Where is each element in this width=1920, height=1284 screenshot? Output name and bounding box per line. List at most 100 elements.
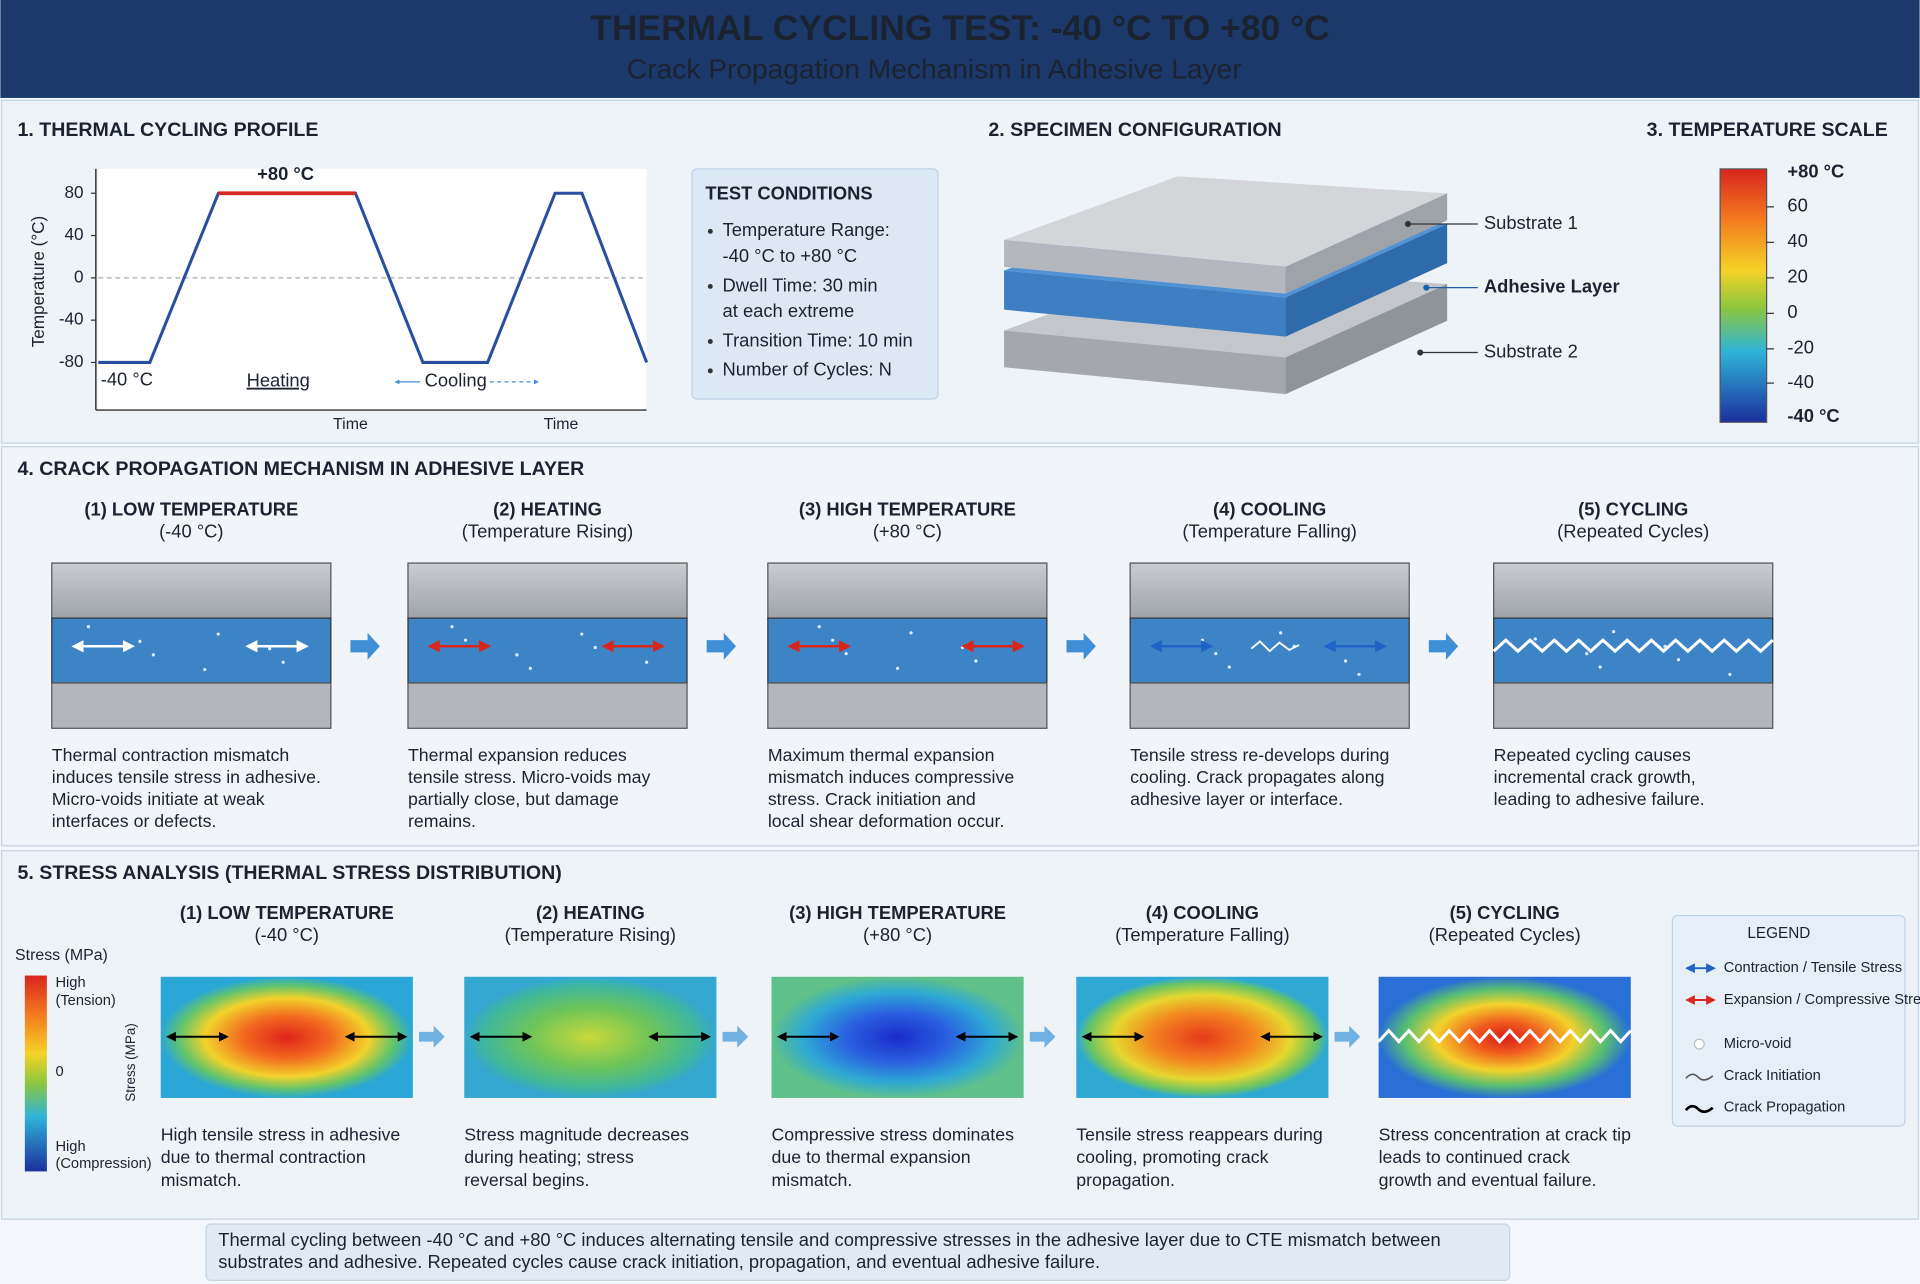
annotation: Cooling — [425, 370, 487, 391]
stage-desc: due to thermal expansion — [772, 1147, 971, 1167]
adhesive — [51, 617, 332, 684]
layer-label: Substrate 2 — [1484, 340, 1578, 361]
slab-front — [1004, 270, 1286, 337]
micro-void — [974, 659, 978, 663]
stage-subtitle: (+80 °C) — [873, 520, 942, 541]
stage-desc: mismatch. — [772, 1170, 853, 1190]
stage-subtitle: (-40 °C) — [159, 520, 223, 541]
micro-void — [86, 625, 91, 629]
stage-desc: partially close, but damage — [408, 789, 619, 809]
slab-top — [1004, 176, 1448, 267]
substrate — [407, 682, 688, 729]
colorbar-label: 0 — [55, 1064, 63, 1080]
stage-subtitle: (Temperature Rising) — [462, 520, 633, 541]
box-title: TEST CONDITIONS — [705, 182, 872, 203]
stage-desc: Maximum thermal expansion — [768, 745, 995, 765]
stage-subtitle: (+80 °C) — [863, 924, 932, 945]
x-axis-label: Time — [544, 416, 579, 433]
flow-arrow — [418, 1025, 445, 1048]
micro-void — [831, 638, 835, 642]
stage-desc: local shear deformation occur. — [768, 811, 1005, 831]
substrate — [1493, 562, 1774, 619]
section-title: 3. TEMPERATURE SCALE — [1647, 119, 1888, 141]
legend-label: Contraction / Tensile Stress — [1724, 960, 1902, 976]
slab-side — [1285, 223, 1448, 337]
stage-subtitle: (Temperature Falling) — [1182, 520, 1356, 541]
stage-title: (4) COOLING — [1146, 902, 1259, 923]
subtitle: Crack Propagation Mechanism in Adhesive … — [627, 53, 1242, 84]
micro-void — [844, 652, 848, 656]
legend-icon — [1693, 1038, 1705, 1050]
crack — [1250, 640, 1300, 653]
micro-void — [1598, 665, 1602, 669]
micro-void — [151, 653, 155, 657]
micro-void — [1728, 672, 1732, 677]
profile-line — [98, 191, 649, 364]
header-band — [0, 0, 1920, 98]
colorbar — [1719, 168, 1768, 423]
bullet — [707, 283, 713, 289]
slab-side — [1285, 283, 1448, 395]
bullet — [707, 339, 713, 344]
leader-dot — [1423, 284, 1430, 291]
annotation: Heating — [247, 370, 310, 391]
stage-desc: tensile stress. Micro-voids may — [408, 767, 651, 787]
legend-label: Crack Initiation — [1724, 1068, 1821, 1084]
scale-label: -40 °C — [1787, 405, 1839, 426]
title: THERMAL CYCLING TEST: -40 °C TO +80 °C — [590, 8, 1330, 48]
legend-label: Crack Propagation — [1724, 1100, 1846, 1116]
stage-title: (1) LOW TEMPERATURE — [84, 498, 298, 519]
stage-desc: due to thermal contraction — [161, 1147, 366, 1167]
conditions-box — [691, 168, 939, 400]
stage-desc: Stress concentration at crack tip — [1379, 1125, 1631, 1145]
flow-arrow — [1334, 1025, 1361, 1048]
bullet — [707, 368, 713, 374]
stage-title: (4) COOLING — [1213, 498, 1326, 519]
stage-desc: remains. — [408, 811, 476, 831]
micro-void — [1200, 638, 1204, 642]
scale-label: 40 — [1787, 230, 1807, 251]
adhesive — [767, 617, 1048, 684]
stage-title: (3) HIGH TEMPERATURE — [789, 902, 1006, 923]
condition-text: -40 °C to +80 °C — [723, 245, 858, 266]
condition-text: Number of Cycles: N — [723, 359, 892, 380]
stage-desc: Repeated cycling causes — [1494, 745, 1691, 765]
micro-void — [1279, 631, 1283, 635]
legend-label: Expansion / Compressive Stress — [1724, 992, 1920, 1008]
slab-front — [1004, 330, 1286, 395]
micro-void — [817, 625, 821, 629]
plot-area — [98, 168, 647, 411]
slab-front — [1004, 239, 1286, 294]
micro-void — [1227, 665, 1231, 669]
scale-label: -20 — [1787, 337, 1814, 358]
stage-desc: Stress magnitude decreases — [464, 1125, 689, 1145]
layer-label: Adhesive Layer — [1484, 275, 1620, 296]
micro-void — [1676, 658, 1681, 662]
layer-label: Substrate 1 — [1484, 212, 1578, 233]
micro-void — [1533, 637, 1537, 641]
stage-desc: mismatch induces compressive — [768, 767, 1015, 787]
stage-desc: cooling. Crack propagates along — [1130, 767, 1384, 787]
micro-void — [1343, 659, 1348, 663]
micro-void — [515, 653, 519, 657]
condition-text: Temperature Range: — [723, 219, 890, 240]
y-tick-label: 0 — [74, 266, 84, 286]
stage-subtitle: (-40 °C) — [255, 924, 319, 945]
slab-side — [1285, 193, 1448, 294]
stage-title: (1) LOW TEMPERATURE — [180, 902, 394, 923]
micro-void — [580, 632, 584, 636]
y-tick-label: -80 — [59, 351, 84, 371]
stage-desc: Compressive stress dominates — [772, 1125, 1015, 1145]
section-title: 4. CRACK PROPAGATION MECHANISM IN ADHESI… — [18, 458, 585, 480]
micro-void — [1214, 652, 1218, 656]
micro-void — [1585, 652, 1589, 656]
colorbar-title: Stress (MPa) — [15, 947, 108, 964]
stage-desc: cooling, promoting crack — [1076, 1147, 1268, 1167]
substrate — [767, 562, 1048, 619]
legend-box — [1671, 914, 1906, 1127]
stage-subtitle: (Repeated Cycles) — [1557, 520, 1709, 541]
stage-desc: Tensile stress re-develops during — [1130, 745, 1389, 765]
substrate — [51, 562, 332, 619]
stage-desc: incremental crack growth, — [1494, 767, 1696, 787]
